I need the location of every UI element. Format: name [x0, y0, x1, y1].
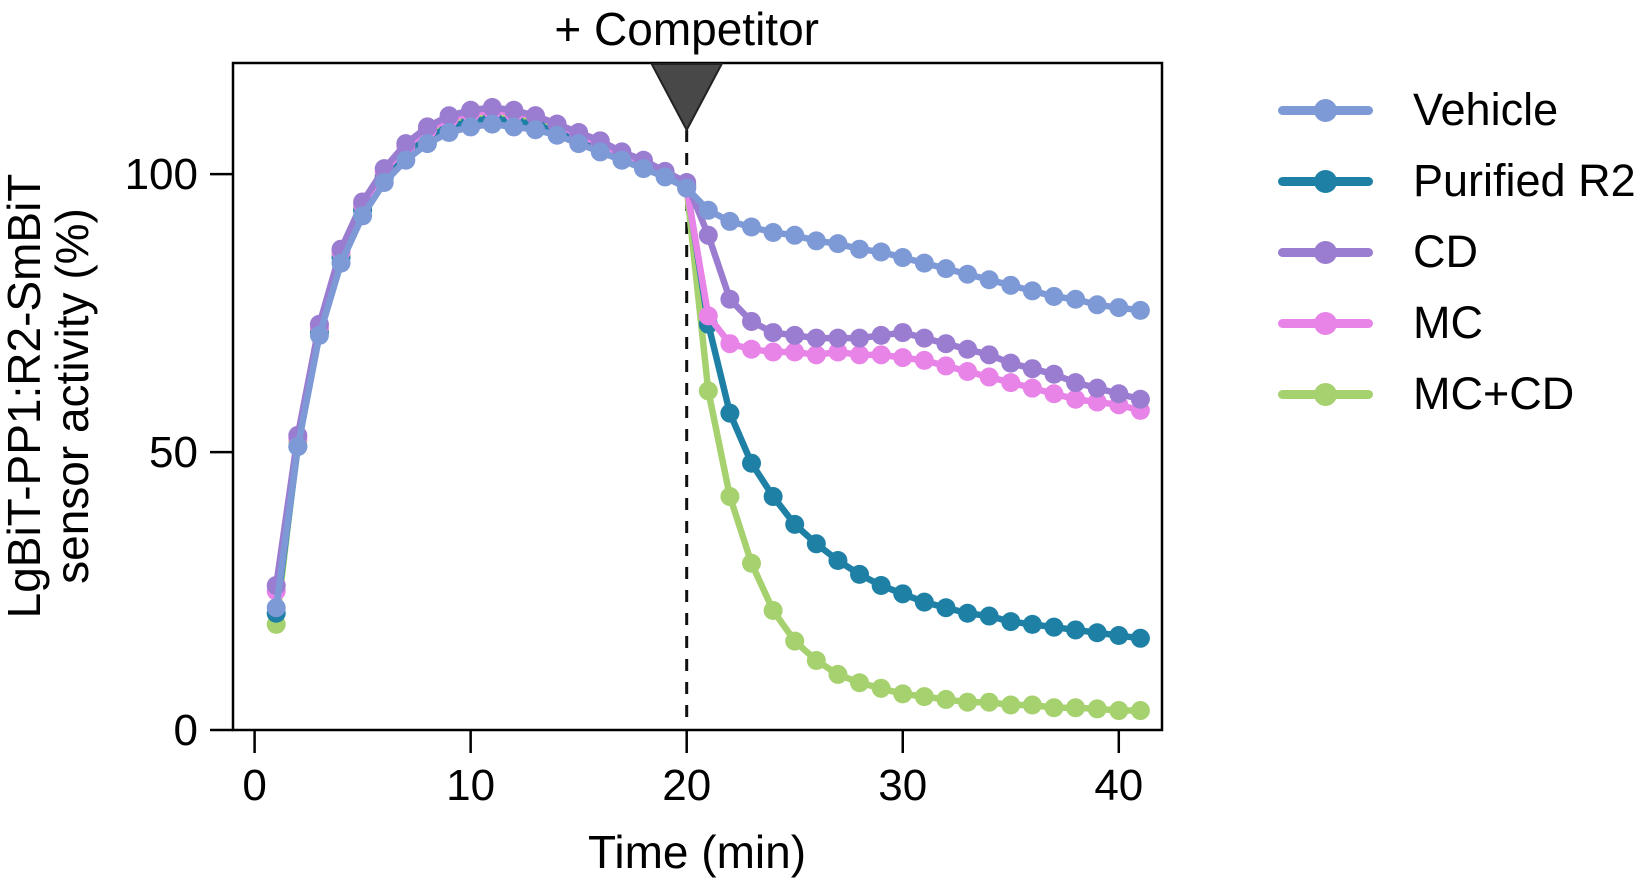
series-cd: [266, 97, 1150, 595]
x-tick-label: 40: [1094, 761, 1143, 810]
cd-marker-dot: [1314, 240, 1337, 264]
cd-line-swatch: [1278, 240, 1373, 264]
y-tick-label: 100: [125, 150, 198, 199]
data-series: [266, 97, 1150, 721]
purified-r2-marker-dot: [1314, 169, 1337, 193]
vehicle-line-swatch: [1278, 98, 1373, 122]
y-tick-label: 50: [149, 428, 198, 477]
legend: Vehicle Purified R2 CD MC MC+CD: [1278, 0, 1644, 470]
competitor-annotation: + Competitor: [554, 3, 819, 55]
series-mc: [266, 100, 1150, 601]
y-axis-label-line1: LgBiT-PP1:R2-SmBiT: [0, 174, 50, 619]
series-vehicle: [266, 114, 1150, 618]
legend-label-mc-cd: MC+CD: [1413, 368, 1575, 419]
mc-marker-dot: [1314, 311, 1337, 335]
x-tick-label: 0: [242, 761, 266, 810]
legend-item-purified-r2: Purified R2: [1278, 158, 1636, 204]
x-tick-label: 20: [662, 761, 711, 810]
mc-cd-marker-dot: [1314, 382, 1337, 406]
y-axis-label-line2: sensor activity (%): [46, 208, 98, 584]
legend-item-cd: CD: [1278, 229, 1478, 275]
axis-ticks: 0 10 20 30 40 0 50 100: [125, 150, 1144, 810]
legend-item-vehicle: Vehicle: [1278, 87, 1558, 133]
legend-item-mc: MC: [1278, 300, 1483, 346]
vehicle-marker-dot: [1314, 98, 1337, 122]
legend-label-vehicle: Vehicle: [1413, 84, 1559, 135]
legend-item-mc-cd: MC+CD: [1278, 371, 1574, 417]
y-tick-label: 0: [174, 706, 198, 755]
purified-r2-line-swatch: [1278, 169, 1373, 193]
legend-label-purified-r2: Purified R2: [1413, 155, 1636, 206]
x-tick-label: 10: [446, 761, 495, 810]
legend-label-cd: CD: [1413, 226, 1478, 277]
plot-frame: [231, 61, 1164, 732]
legend-label-mc: MC: [1413, 297, 1483, 348]
mc-line-swatch: [1278, 311, 1373, 335]
x-axis-label: Time (min): [588, 826, 806, 878]
mc-cd-line-swatch: [1278, 382, 1373, 406]
competitor-triangle-icon: [650, 63, 724, 133]
competitor-event-marker: [650, 63, 724, 728]
x-tick-label: 30: [878, 761, 927, 810]
